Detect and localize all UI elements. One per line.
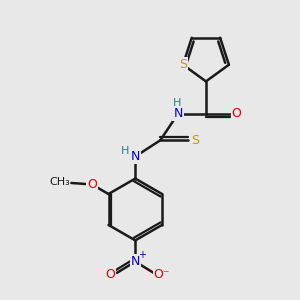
Text: CH₃: CH₃ bbox=[49, 176, 70, 187]
Text: H: H bbox=[121, 146, 129, 156]
Text: H: H bbox=[173, 98, 182, 108]
Text: O: O bbox=[87, 178, 97, 191]
Text: O: O bbox=[106, 268, 116, 281]
Text: O: O bbox=[232, 107, 242, 120]
Text: N: N bbox=[130, 150, 140, 163]
Text: O⁻: O⁻ bbox=[154, 268, 170, 281]
Text: S: S bbox=[191, 134, 199, 147]
Text: N: N bbox=[173, 107, 183, 120]
Text: N: N bbox=[130, 255, 140, 268]
Text: +: + bbox=[138, 250, 146, 260]
Text: S: S bbox=[179, 58, 187, 71]
